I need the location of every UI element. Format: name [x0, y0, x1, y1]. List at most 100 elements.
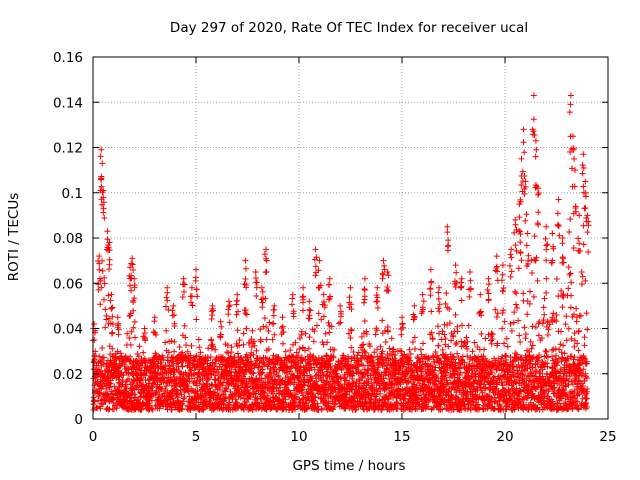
data-point — [91, 356, 98, 363]
data-point — [454, 350, 461, 357]
data-point — [199, 364, 206, 371]
data-point — [169, 312, 176, 319]
data-point — [526, 288, 533, 295]
data-point — [325, 319, 332, 326]
data-point — [131, 334, 138, 341]
data-point — [553, 352, 560, 359]
data-point — [131, 318, 138, 325]
data-point — [488, 330, 495, 337]
data-point — [249, 327, 256, 334]
data-point — [153, 390, 160, 397]
data-point — [555, 293, 562, 300]
data-point — [516, 332, 523, 339]
data-point — [179, 349, 186, 356]
data-point — [348, 327, 355, 334]
data-point — [105, 406, 112, 413]
data-point — [361, 275, 368, 282]
data-point — [181, 288, 188, 295]
data-point — [184, 348, 191, 355]
data-point — [124, 330, 131, 337]
data-point — [508, 268, 515, 275]
data-point — [114, 348, 121, 355]
data-point — [109, 304, 116, 311]
data-point — [458, 322, 465, 329]
data-point — [567, 270, 574, 277]
data-point — [398, 331, 405, 338]
data-point — [435, 289, 442, 296]
data-point — [182, 334, 189, 341]
data-point — [168, 338, 175, 345]
data-point — [568, 279, 575, 286]
data-point — [103, 385, 110, 392]
data-point — [161, 375, 168, 382]
data-point — [209, 359, 216, 366]
data-point — [565, 285, 572, 292]
data-point — [469, 348, 476, 355]
data-point — [517, 249, 524, 256]
data-point — [312, 246, 319, 253]
data-point — [374, 304, 381, 311]
data-point — [435, 295, 442, 302]
data-point — [188, 342, 195, 349]
data-point — [335, 320, 342, 327]
data-point — [541, 295, 548, 302]
data-point — [457, 284, 464, 291]
data-point — [493, 314, 500, 321]
data-point — [208, 342, 215, 349]
data-point — [207, 353, 214, 360]
data-point — [171, 348, 178, 355]
data-point — [493, 253, 500, 260]
data-point — [524, 311, 531, 318]
data-point — [148, 384, 155, 391]
data-point — [310, 338, 317, 345]
data-point — [380, 257, 387, 264]
data-point — [131, 295, 138, 302]
data-point — [373, 298, 380, 305]
data-point — [384, 287, 391, 294]
data-point — [557, 341, 564, 348]
data-point — [436, 301, 443, 308]
data-point — [186, 355, 193, 362]
data-point — [313, 322, 320, 329]
data-point — [104, 228, 111, 235]
data-point — [549, 353, 556, 360]
data-point — [435, 342, 442, 349]
data-point — [179, 293, 186, 300]
data-point — [212, 376, 219, 383]
data-point — [306, 306, 313, 313]
data-point — [253, 293, 260, 300]
data-point — [453, 269, 460, 276]
data-point — [406, 346, 413, 353]
data-point — [565, 264, 572, 271]
data-point — [566, 228, 573, 235]
data-point — [318, 316, 325, 323]
data-point — [243, 265, 249, 272]
data-point — [535, 332, 542, 339]
data-point — [146, 402, 153, 409]
data-point — [96, 389, 103, 396]
data-point — [379, 317, 386, 324]
data-point — [372, 331, 379, 338]
data-point — [553, 276, 560, 283]
data-point — [170, 302, 177, 309]
data-point — [513, 304, 520, 311]
data-point — [581, 342, 588, 349]
data-point — [501, 318, 508, 325]
data-point — [180, 398, 187, 405]
data-point — [562, 321, 569, 328]
data-point — [123, 399, 130, 406]
data-point — [506, 262, 513, 269]
data-point — [106, 266, 113, 273]
data-point — [97, 405, 104, 412]
data-point — [484, 286, 491, 293]
data-point — [126, 334, 133, 341]
data-point — [129, 255, 136, 262]
data-point — [428, 308, 435, 315]
data-point — [263, 268, 270, 275]
data-point — [181, 322, 188, 329]
data-point — [91, 320, 98, 327]
data-point — [258, 284, 265, 291]
data-point — [543, 289, 550, 296]
data-point — [582, 394, 589, 401]
data-point — [305, 345, 312, 352]
